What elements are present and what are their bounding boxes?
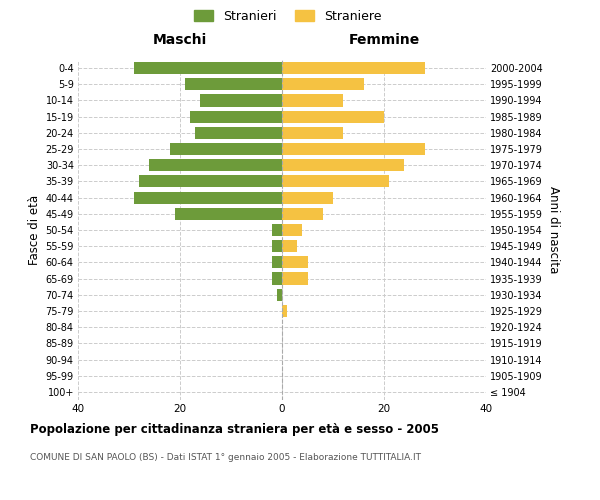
Text: Maschi: Maschi	[153, 33, 207, 47]
Bar	[149, 159, 282, 172]
Bar	[282, 192, 333, 203]
Bar	[185, 78, 282, 90]
Bar	[282, 143, 425, 155]
Bar	[134, 192, 282, 203]
Bar	[282, 224, 302, 236]
Bar	[196, 127, 282, 139]
Bar	[272, 272, 282, 284]
Text: Femmine: Femmine	[349, 33, 419, 47]
Y-axis label: Anni di nascita: Anni di nascita	[547, 186, 560, 274]
Bar	[282, 305, 287, 317]
Bar	[282, 159, 404, 172]
Bar	[282, 127, 343, 139]
Bar	[190, 110, 282, 122]
Bar	[282, 94, 343, 106]
Text: COMUNE DI SAN PAOLO (BS) - Dati ISTAT 1° gennaio 2005 - Elaborazione TUTTITALIA.: COMUNE DI SAN PAOLO (BS) - Dati ISTAT 1°…	[30, 452, 421, 462]
Bar	[282, 208, 323, 220]
Bar	[282, 176, 389, 188]
Bar	[200, 94, 282, 106]
Bar	[282, 78, 364, 90]
Bar	[282, 110, 384, 122]
Bar	[170, 143, 282, 155]
Bar	[282, 256, 308, 268]
Bar	[277, 288, 282, 301]
Bar	[272, 224, 282, 236]
Bar	[134, 62, 282, 74]
Bar	[282, 272, 308, 284]
Y-axis label: Fasce di età: Fasce di età	[28, 195, 41, 265]
Bar	[282, 240, 298, 252]
Bar	[272, 256, 282, 268]
Text: Popolazione per cittadinanza straniera per età e sesso - 2005: Popolazione per cittadinanza straniera p…	[30, 422, 439, 436]
Legend: Stranieri, Straniere: Stranieri, Straniere	[191, 6, 385, 26]
Bar	[272, 240, 282, 252]
Bar	[175, 208, 282, 220]
Bar	[139, 176, 282, 188]
Bar	[282, 62, 425, 74]
